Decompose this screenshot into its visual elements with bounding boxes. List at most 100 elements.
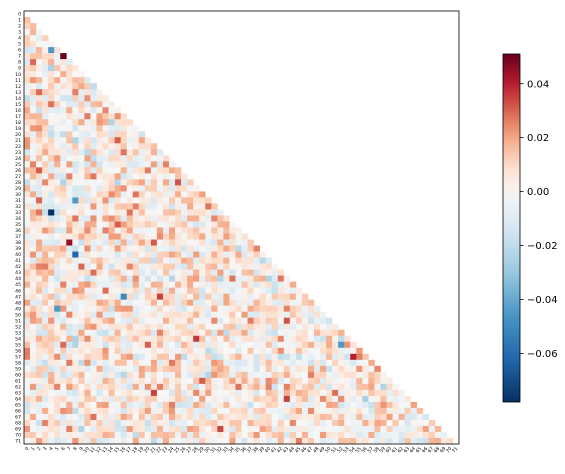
heatmap-cell	[326, 341, 333, 349]
heatmap-cell	[307, 419, 315, 427]
heatmap-cell	[120, 113, 128, 120]
heatmap-cell	[169, 173, 176, 180]
heatmap-cell	[72, 155, 79, 162]
heatmap-cell	[84, 83, 91, 90]
heatmap-cell	[169, 287, 176, 294]
heatmap-cell	[60, 59, 67, 66]
heatmap-cell	[84, 113, 91, 120]
heatmap-cell	[434, 431, 442, 439]
heatmap-cell	[120, 299, 128, 307]
heatmap-cell	[126, 359, 134, 367]
heatmap-cell	[66, 419, 73, 427]
heatmap-cell	[211, 359, 218, 367]
x-tick-label: 15	[113, 446, 121, 454]
heatmap-cell	[211, 299, 218, 307]
heatmap-cell	[326, 407, 333, 415]
heatmap-cell	[344, 431, 351, 439]
heatmap-cell	[223, 371, 230, 379]
heatmap-cell	[84, 197, 91, 204]
heatmap-cell	[108, 401, 115, 409]
heatmap-cell	[144, 143, 152, 150]
heatmap-cell	[175, 221, 182, 228]
heatmap-cell	[271, 383, 279, 391]
heatmap-cell	[36, 365, 43, 373]
heatmap-cell	[24, 107, 31, 114]
heatmap-cell	[90, 425, 97, 433]
heatmap-cell	[90, 191, 97, 198]
heatmap-cell	[144, 317, 152, 325]
heatmap-cell	[36, 431, 43, 439]
heatmap-cell	[30, 269, 37, 276]
x-tick-label: 44	[288, 446, 296, 454]
heatmap-cell	[253, 329, 260, 337]
heatmap-cell	[72, 245, 79, 252]
heatmap-cell	[356, 377, 363, 385]
heatmap-cell	[48, 119, 55, 126]
x-tick-label: 27	[185, 446, 193, 454]
heatmap-cell	[320, 329, 327, 337]
heatmap-cell	[72, 275, 79, 282]
heatmap-cell	[271, 305, 279, 313]
heatmap-cell	[36, 101, 43, 108]
heatmap-cell	[259, 401, 267, 409]
heatmap-cell	[24, 95, 31, 102]
heatmap-cell	[181, 221, 188, 228]
heatmap-cell	[181, 401, 188, 409]
heatmap-cell	[320, 389, 327, 397]
heatmap-cell	[181, 341, 188, 349]
heatmap-cell	[223, 263, 230, 270]
heatmap-cell	[60, 419, 67, 427]
heatmap-cell	[66, 335, 73, 343]
heatmap-cell	[235, 317, 242, 325]
heatmap-cell	[241, 293, 248, 301]
heatmap-cell	[205, 383, 212, 391]
heatmap-cell	[90, 353, 97, 361]
heatmap-cell	[24, 347, 31, 355]
heatmap-cell	[169, 299, 176, 307]
heatmap-cell	[108, 275, 115, 282]
heatmap-cell	[114, 353, 122, 361]
heatmap-cell	[169, 305, 176, 313]
heatmap-cell	[108, 113, 115, 120]
heatmap-cell	[326, 329, 333, 337]
heatmap-cell	[229, 275, 236, 282]
heatmap-cell	[42, 209, 49, 216]
heatmap-cell	[289, 407, 297, 415]
heatmap-cell	[114, 383, 122, 391]
heatmap-cell	[187, 419, 194, 427]
heatmap-cell	[289, 437, 297, 445]
heatmap-cell	[144, 437, 152, 445]
heatmap-cell	[156, 323, 164, 331]
heatmap-cell	[289, 359, 297, 367]
heatmap-cell	[96, 107, 103, 114]
heatmap-cell	[108, 221, 115, 228]
heatmap-cell	[60, 125, 67, 132]
heatmap-cell	[223, 251, 230, 258]
heatmap-cell	[36, 203, 43, 210]
heatmap-cell	[217, 287, 224, 294]
heatmap-cell	[301, 353, 309, 361]
heatmap-cell	[362, 383, 369, 391]
heatmap-cell	[108, 395, 115, 403]
heatmap-cell	[314, 311, 321, 319]
heatmap-cell	[30, 245, 37, 252]
heatmap-cell	[30, 155, 37, 162]
heatmap-cell	[205, 311, 212, 319]
heatmap-cell	[350, 383, 357, 391]
heatmap-cell	[320, 425, 327, 433]
x-tick-label: 4	[48, 446, 55, 452]
heatmap-cell	[277, 335, 285, 343]
heatmap-cell	[193, 239, 200, 246]
heatmap-cell	[380, 431, 387, 439]
heatmap-cell	[199, 257, 206, 264]
heatmap-cell	[90, 251, 97, 258]
heatmap-cell	[66, 431, 73, 439]
heatmap-cell	[193, 221, 200, 228]
heatmap-cell	[72, 263, 79, 270]
heatmap-cell	[66, 317, 73, 325]
heatmap-cell	[108, 185, 115, 192]
heatmap-cell	[271, 335, 279, 343]
heatmap-cell	[102, 263, 109, 270]
heatmap-cell	[114, 215, 122, 222]
heatmap-cell	[60, 431, 67, 439]
